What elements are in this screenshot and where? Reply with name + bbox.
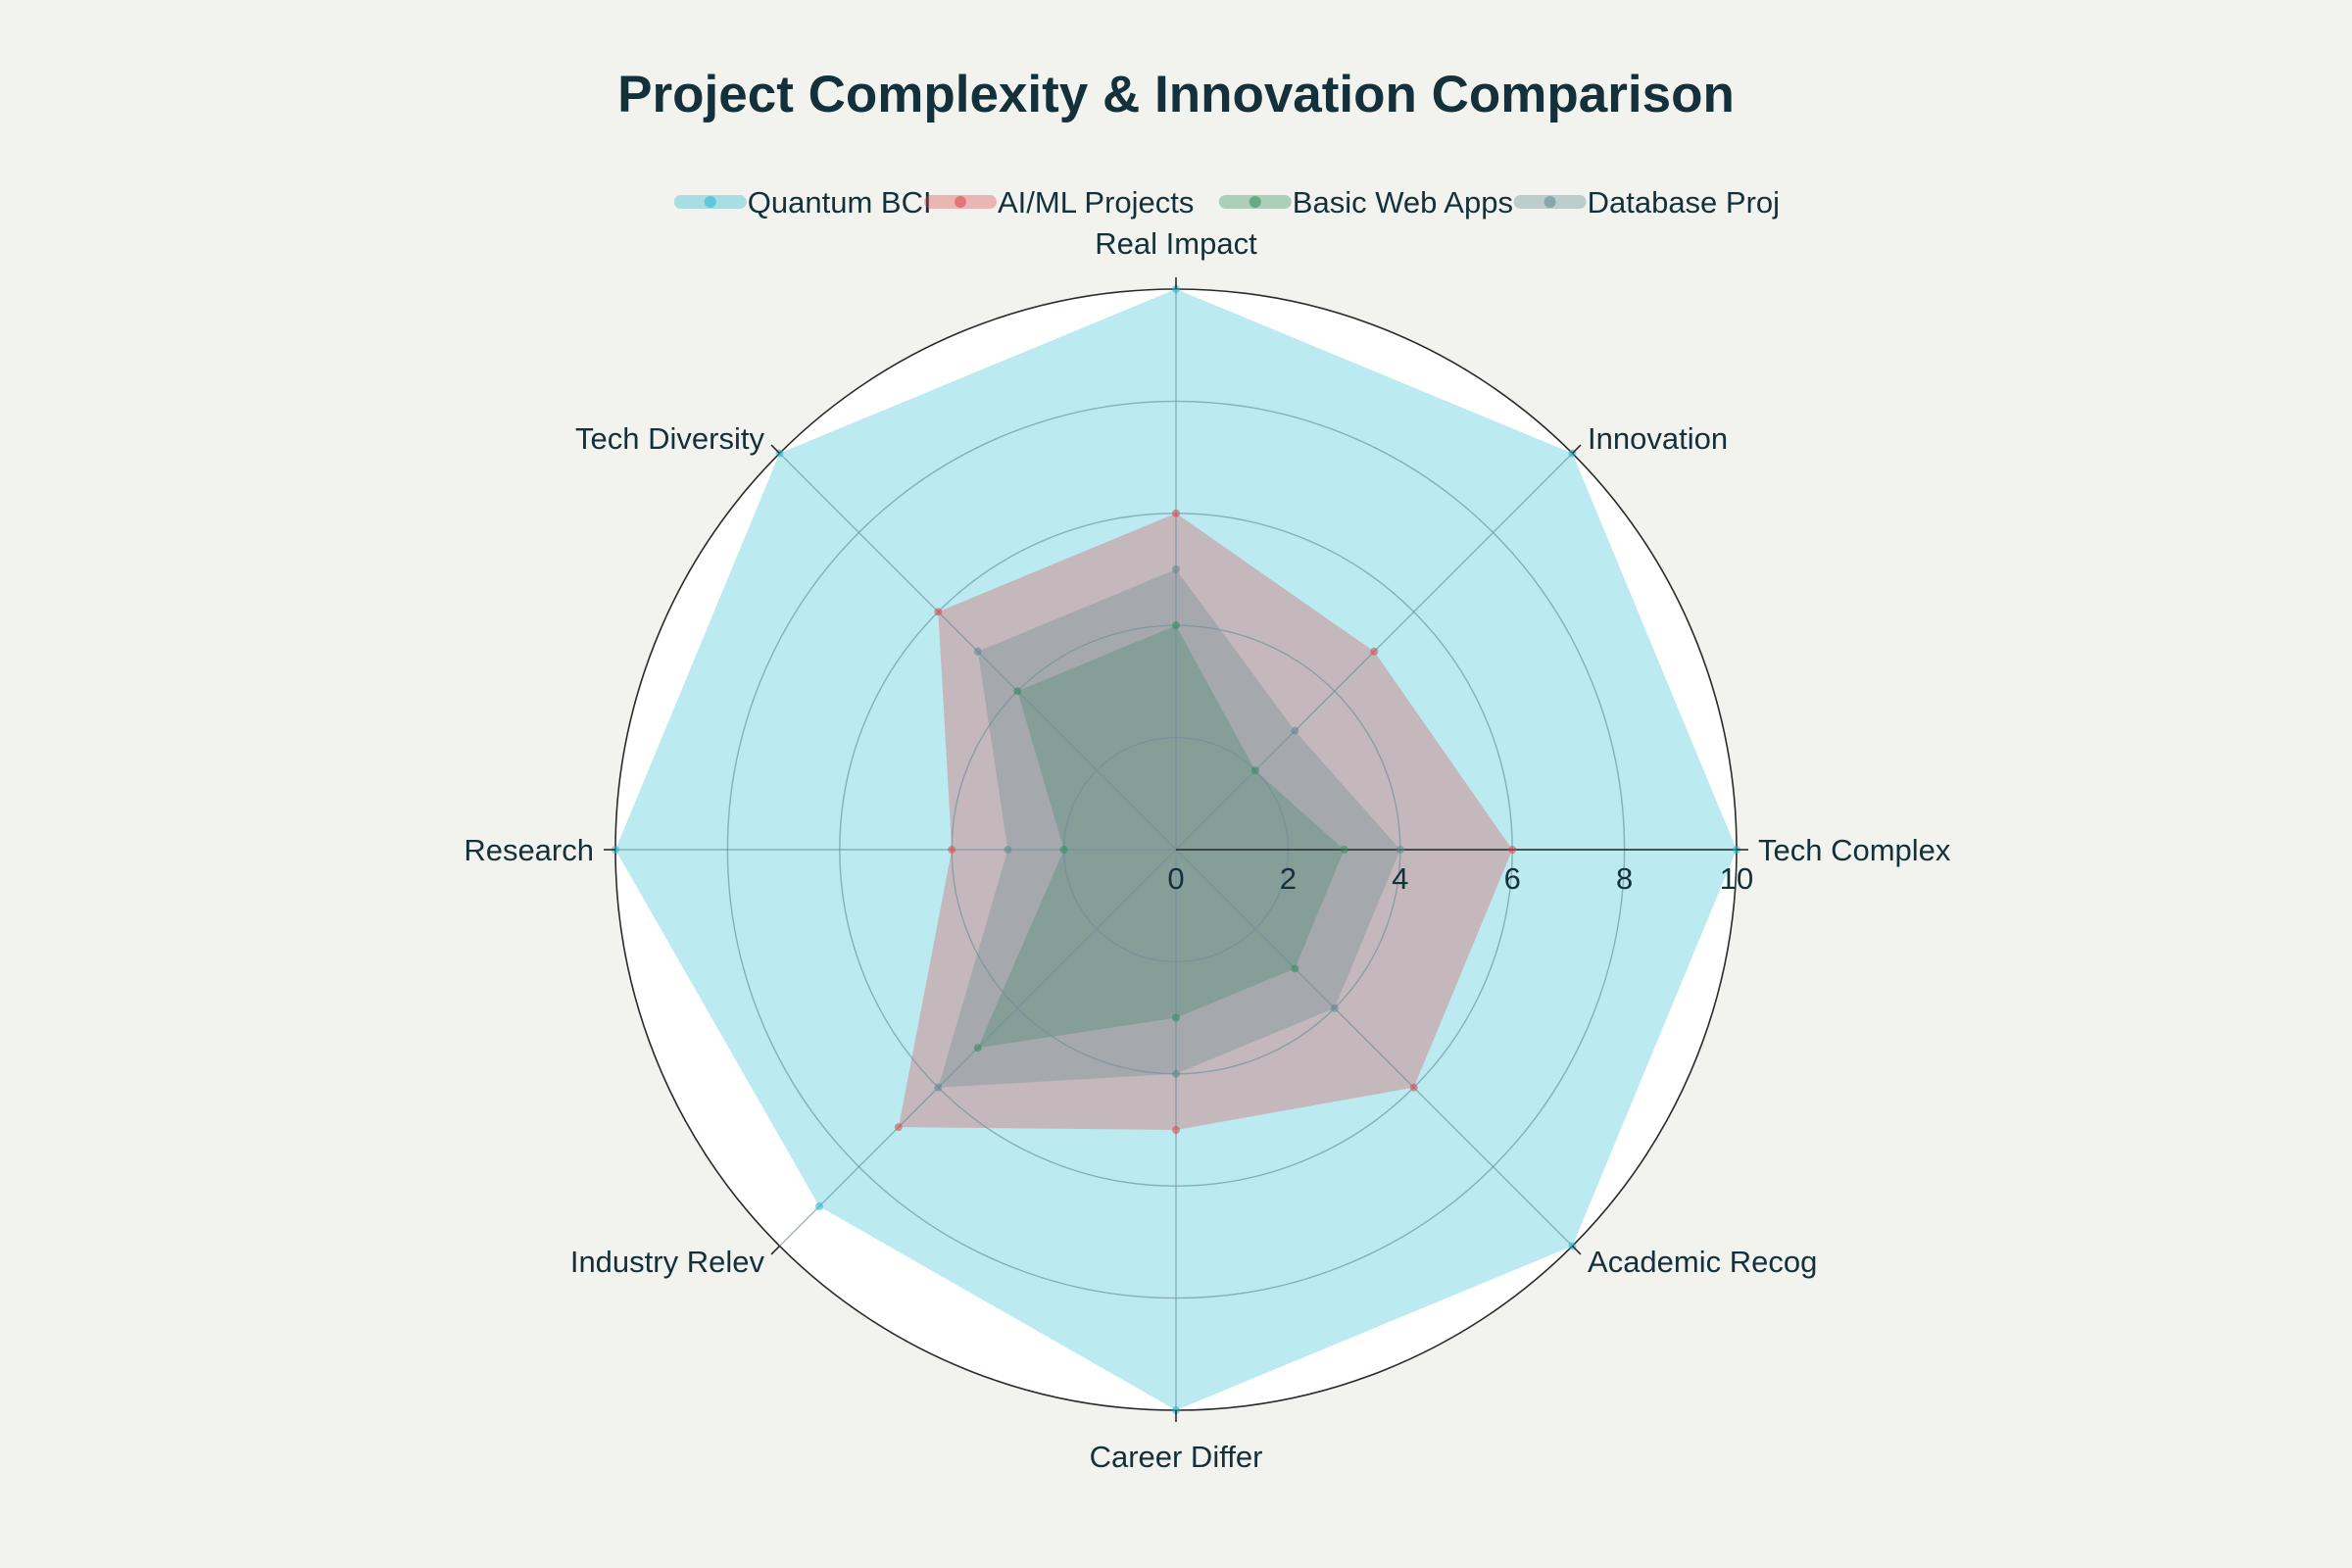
data-point[interactable] bbox=[934, 1083, 943, 1092]
data-point[interactable] bbox=[1250, 766, 1259, 775]
grid-spoke bbox=[1175, 849, 1573, 1247]
data-point[interactable] bbox=[1291, 726, 1299, 735]
data-point[interactable] bbox=[1396, 846, 1404, 854]
data-point[interactable] bbox=[1340, 846, 1348, 854]
plot-area: Tech Complex Innovation Real Impact Tech Di… bbox=[464, 226, 1951, 1474]
data-point[interactable] bbox=[948, 846, 956, 854]
axis-tick bbox=[770, 444, 781, 455]
axis-label: Academic Recog bbox=[1588, 1245, 1817, 1279]
axis-label: Research bbox=[464, 833, 594, 867]
radial-tick-label: 4 bbox=[1392, 861, 1408, 896]
radial-tick-label: 0 bbox=[1167, 861, 1184, 896]
data-point[interactable] bbox=[1172, 509, 1180, 517]
axis-tick bbox=[1571, 444, 1582, 455]
legend-label[interactable]: Database Proj bbox=[1588, 185, 1780, 220]
legend-marker[interactable] bbox=[1249, 196, 1261, 208]
legend-marker[interactable] bbox=[1544, 196, 1556, 208]
chart-title: Project Complexity & Innovation Comparis… bbox=[617, 66, 1735, 123]
series-area-2[interactable] bbox=[977, 625, 1345, 1049]
data-point[interactable] bbox=[1330, 1004, 1339, 1012]
axis-label: Career Differ bbox=[1090, 1440, 1263, 1474]
data-point[interactable] bbox=[973, 647, 982, 656]
legend[interactable]: Quantum BCI AI/ML Projects Basic Web Apps D… bbox=[673, 185, 1780, 220]
data-point[interactable] bbox=[1172, 1126, 1180, 1134]
data-point[interactable] bbox=[1370, 647, 1379, 656]
legend-label[interactable]: AI/ML Projects bbox=[998, 185, 1194, 220]
data-point[interactable] bbox=[973, 1044, 982, 1053]
axis-label: Tech Complex bbox=[1758, 833, 1951, 867]
data-point[interactable] bbox=[934, 608, 943, 616]
axis-tick bbox=[1571, 1245, 1582, 1255]
axis-label: Tech Diversity bbox=[575, 421, 764, 456]
radial-tick-label: 6 bbox=[1504, 861, 1521, 896]
axis-label: Industry Relev bbox=[570, 1245, 765, 1279]
radial-tick-label: 8 bbox=[1616, 861, 1633, 896]
legend-marker[interactable] bbox=[955, 196, 966, 208]
data-point[interactable] bbox=[1172, 565, 1180, 573]
data-point[interactable] bbox=[1013, 687, 1022, 696]
data-point[interactable] bbox=[1172, 1069, 1180, 1078]
data-point[interactable] bbox=[1172, 621, 1180, 630]
axis-tick bbox=[770, 1245, 781, 1255]
data-point[interactable] bbox=[1508, 846, 1517, 854]
data-point[interactable] bbox=[814, 1202, 823, 1211]
legend-label[interactable]: Basic Web Apps bbox=[1293, 185, 1513, 220]
data-point[interactable] bbox=[1059, 846, 1068, 854]
data-point[interactable] bbox=[1291, 964, 1299, 973]
legend-label[interactable]: Quantum BCI bbox=[748, 185, 932, 220]
data-point[interactable] bbox=[1172, 1013, 1180, 1022]
data-point[interactable] bbox=[1409, 1083, 1418, 1092]
legend-marker[interactable] bbox=[704, 196, 716, 208]
axis-label: Innovation bbox=[1588, 421, 1728, 456]
data-point[interactable] bbox=[894, 1123, 903, 1132]
data-point[interactable] bbox=[1004, 846, 1012, 854]
axis-label: Real Impact bbox=[1095, 226, 1257, 261]
radial-tick-label: 10 bbox=[1720, 861, 1753, 896]
radial-tick-label: 2 bbox=[1280, 861, 1297, 896]
